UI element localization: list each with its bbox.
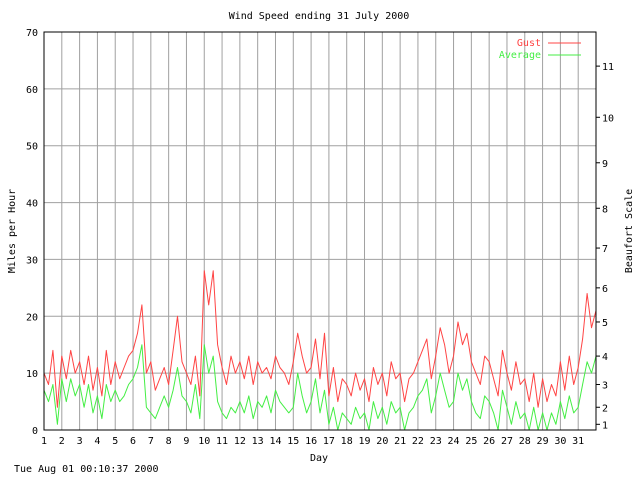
beaufort-tick-label-10: 10 <box>602 113 614 124</box>
chart-title: Wind Speed ending 31 July 2000 <box>229 11 410 22</box>
x-tick-label-11: 11 <box>216 436 228 447</box>
x-tick-label-2: 2 <box>59 436 65 447</box>
x-tick-label-29: 29 <box>537 436 549 447</box>
x-tick-label-23: 23 <box>430 436 442 447</box>
y-tick-label-0: 0 <box>32 426 38 437</box>
legend-label-gust: Gust <box>517 38 541 49</box>
x-tick-label-6: 6 <box>130 436 136 447</box>
x-tick-label-15: 15 <box>287 436 299 447</box>
y-axis-label: Miles per Hour <box>7 189 18 273</box>
x-tick-label-7: 7 <box>148 436 154 447</box>
x-tick-label-27: 27 <box>501 436 513 447</box>
x-tick-label-20: 20 <box>376 436 388 447</box>
x-tick-label-14: 14 <box>269 436 281 447</box>
x-tick-label-9: 9 <box>183 436 189 447</box>
y-tick-label-60: 60 <box>26 85 38 96</box>
x-tick-label-16: 16 <box>305 436 317 447</box>
beaufort-tick-label-11: 11 <box>602 62 614 73</box>
x-tick-label-13: 13 <box>252 436 264 447</box>
grid-lines <box>44 32 596 430</box>
x-tick-label-22: 22 <box>412 436 424 447</box>
beaufort-tick-label-8: 8 <box>602 204 608 215</box>
legend-label-average: Average <box>499 50 541 61</box>
y-tick-label-70: 70 <box>26 28 38 39</box>
beaufort-tick-label-6: 6 <box>602 284 608 295</box>
x-tick-label-3: 3 <box>77 436 83 447</box>
series-line-average <box>43 344 597 431</box>
axes <box>43 31 600 431</box>
series-line-gust <box>43 270 597 408</box>
x-tick-label-26: 26 <box>483 436 495 447</box>
tick-labels: 1 2 3 4 5 6 7 8 9 10 11 12 13 14 15 16 17 18 19 20 21 22 23 24 2… <box>26 28 614 447</box>
x-tick-label-1: 1 <box>41 436 47 447</box>
beaufort-tick-label-2: 2 <box>602 403 608 414</box>
x-tick-label-8: 8 <box>166 436 172 447</box>
x-tick-label-18: 18 <box>341 436 353 447</box>
x-axis-label: Day <box>310 453 328 464</box>
x-tick-label-5: 5 <box>112 436 118 447</box>
y-tick-label-10: 10 <box>26 369 38 380</box>
beaufort-tick-label-4: 4 <box>602 352 608 363</box>
x-tick-label-30: 30 <box>554 436 566 447</box>
x-tick-label-25: 25 <box>465 436 477 447</box>
x-tick-label-24: 24 <box>448 436 460 447</box>
x-tick-label-28: 28 <box>519 436 531 447</box>
x-tick-label-31: 31 <box>572 436 584 447</box>
plot-frame <box>43 31 597 431</box>
series-lines <box>43 270 597 431</box>
x-tick-label-4: 4 <box>94 436 100 447</box>
beaufort-tick-label-3: 3 <box>602 381 608 392</box>
beaufort-tick-label-7: 7 <box>602 244 608 255</box>
x-tick-label-10: 10 <box>198 436 210 447</box>
footer-timestamp: Tue Aug 01 00:10:37 2000 <box>14 464 159 475</box>
x-tick-label-21: 21 <box>394 436 406 447</box>
beaufort-tick-label-1: 1 <box>602 420 608 431</box>
x-tick-label-19: 19 <box>358 436 370 447</box>
x-tick-label-12: 12 <box>234 436 246 447</box>
y-tick-label-20: 20 <box>26 312 38 323</box>
beaufort-axis-label: Beaufort Scale <box>624 189 635 273</box>
y-tick-label-40: 40 <box>26 199 38 210</box>
x-tick-label-17: 17 <box>323 436 335 447</box>
y-tick-label-50: 50 <box>26 142 38 153</box>
y-tick-label-30: 30 <box>26 255 38 266</box>
beaufort-tick-label-9: 9 <box>602 159 608 170</box>
beaufort-tick-label-5: 5 <box>602 318 608 329</box>
